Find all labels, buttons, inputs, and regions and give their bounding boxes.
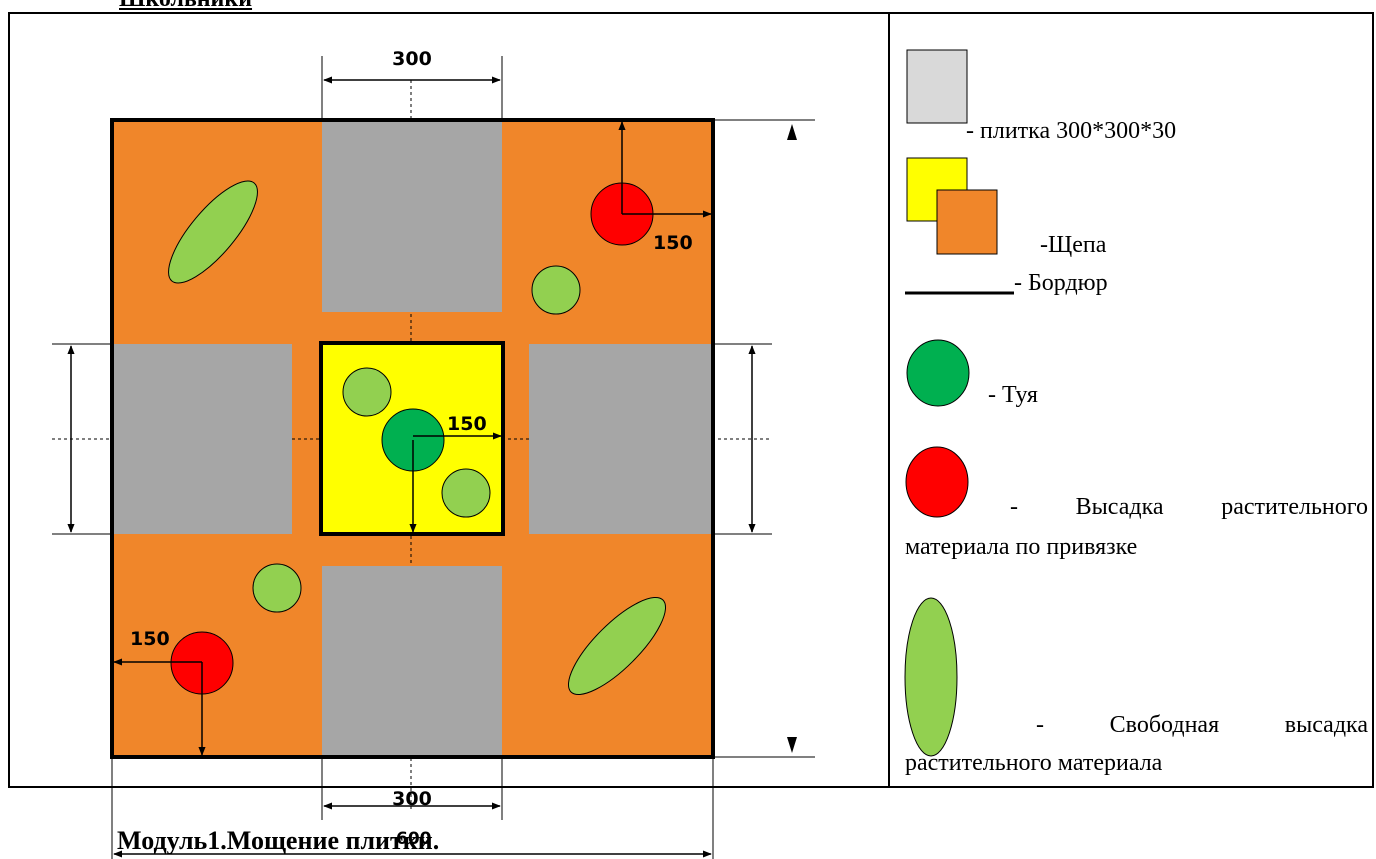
- offset-label-center: 150: [447, 413, 487, 435]
- free-planting-circle: [342, 367, 392, 417]
- legend-divider: [888, 12, 890, 788]
- tile-bottom: [322, 566, 502, 757]
- dim-label-overall-width: 600: [396, 829, 432, 849]
- tile-left: [112, 344, 292, 534]
- free-planting-circle: [252, 563, 302, 613]
- free-planting-circle: [441, 468, 491, 518]
- dim-label-bottom: 300: [392, 788, 432, 810]
- legend-fixed-planting-label-line1: - Высадка растительного: [1010, 494, 1368, 520]
- legend-tile-swatch: [906, 49, 968, 124]
- tile-top: [322, 120, 502, 312]
- legend-free-planting-swatch: [904, 597, 958, 757]
- dim-arrow-right-bottom: [787, 737, 797, 753]
- legend-fixed-planting-label-line2: материала по привязке: [905, 534, 1138, 560]
- legend-thuja-swatch: [906, 339, 970, 407]
- dim-arrow-right-top: [787, 124, 797, 140]
- outer-border: [110, 118, 715, 759]
- drawing-frame: [8, 12, 1374, 788]
- offset-label-bottom-left: 150: [130, 628, 170, 650]
- legend-free-planting-label-line1: - Свободная высадка: [1036, 712, 1368, 738]
- page-title: Школьники: [119, 0, 252, 13]
- free-planting-ellipse-top-left: [168, 180, 258, 284]
- dim-label-top: 300: [392, 48, 432, 70]
- legend-fixed-planting-swatch: [905, 446, 969, 518]
- tile-right: [529, 344, 713, 534]
- legend-chips-swatch-orange: [936, 189, 998, 255]
- legend-thuja-label: - Туя: [988, 382, 1038, 408]
- offset-label-top-right: 150: [653, 232, 693, 254]
- free-planting-circle: [531, 265, 581, 315]
- legend-border-label: - Бордюр: [1014, 270, 1108, 296]
- module-caption: Модуль1.Мощение плитки.: [117, 826, 440, 855]
- legend-tile-label: - плитка 300*300*30: [966, 118, 1177, 144]
- free-planting-ellipse-bottom-right: [567, 596, 667, 696]
- legend-chips-label: -Щепа: [1040, 232, 1107, 258]
- legend-free-planting-label-line2: растительного материала: [905, 750, 1163, 776]
